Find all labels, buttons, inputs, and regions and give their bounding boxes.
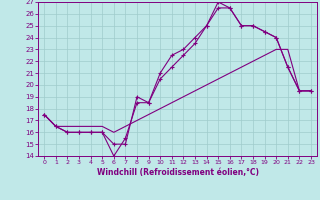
X-axis label: Windchill (Refroidissement éolien,°C): Windchill (Refroidissement éolien,°C) [97,168,259,177]
